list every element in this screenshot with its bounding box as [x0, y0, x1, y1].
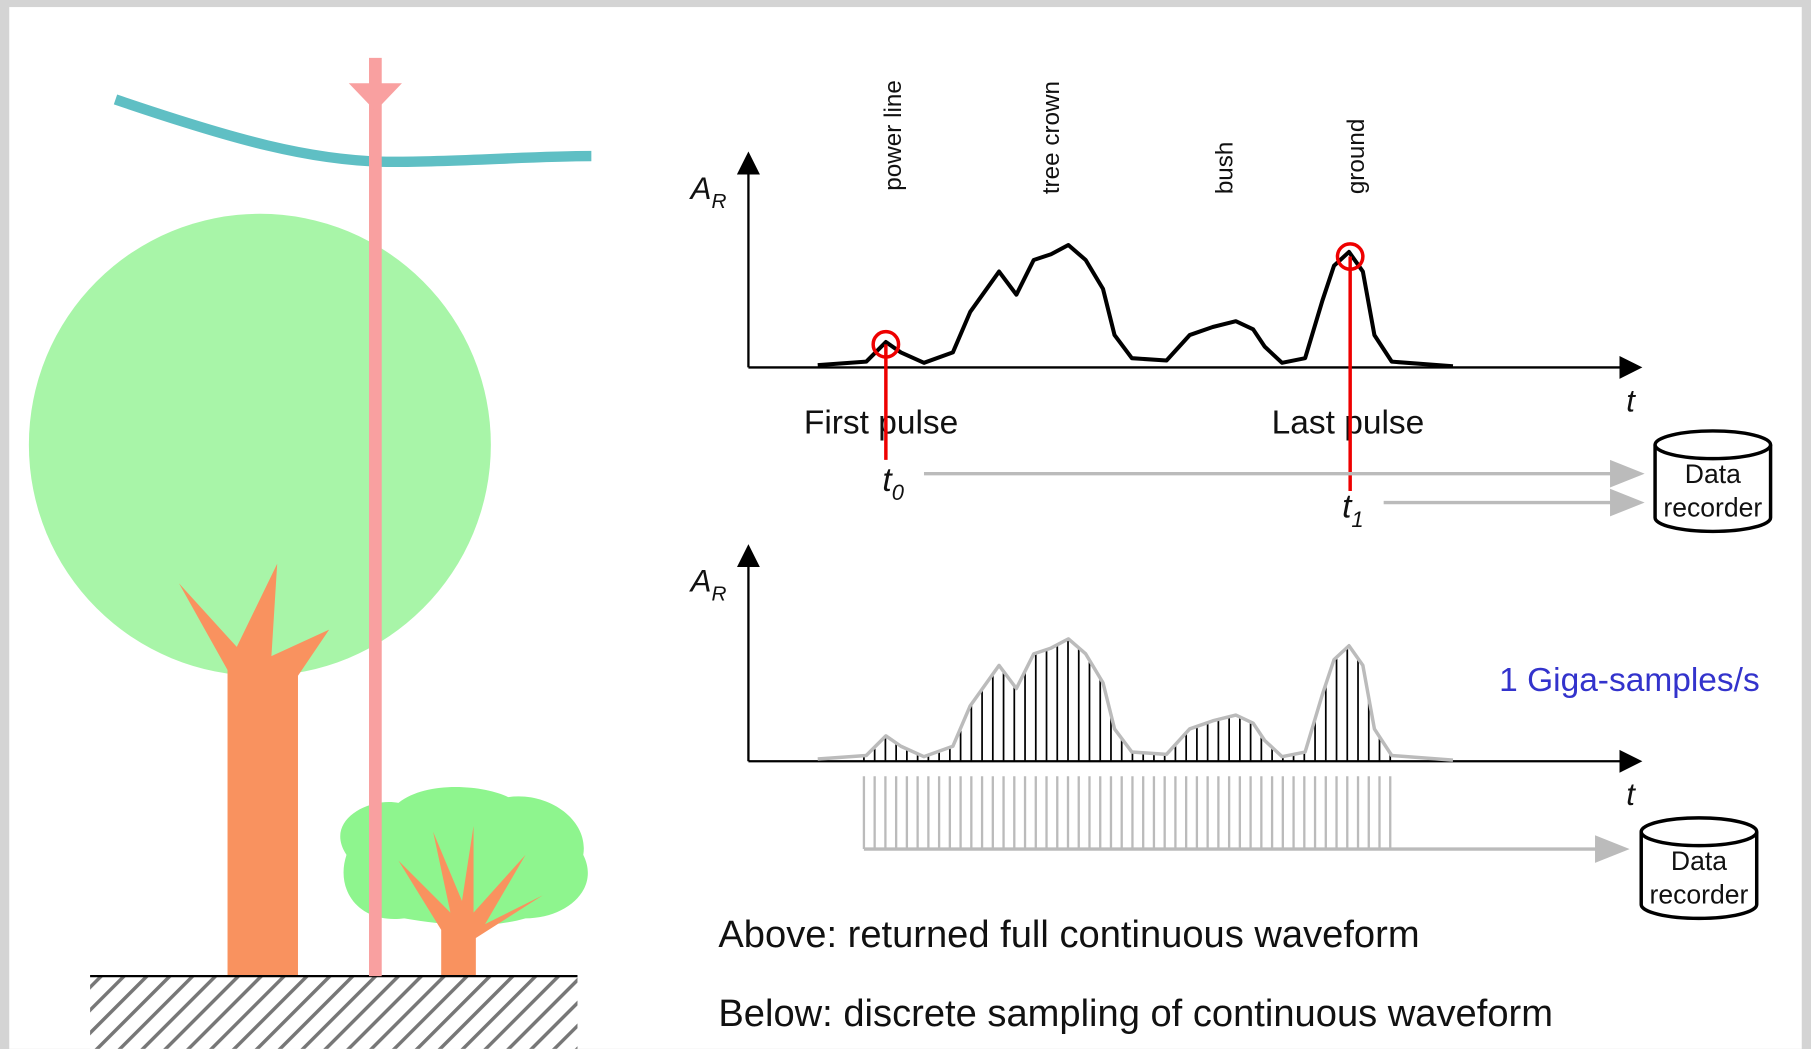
t0-label: t0 — [882, 462, 904, 505]
label-main: t — [1342, 489, 1353, 526]
caption-below: Below: discrete sampling of continuous w… — [718, 993, 1553, 1035]
label-sub: R — [711, 190, 726, 213]
recorder-line: Data — [1685, 459, 1741, 489]
caption-above: Above: returned full continuous waveform — [718, 914, 1419, 956]
y-axis-label: AR — [689, 563, 727, 605]
first-pulse-circle — [871, 329, 901, 359]
x-axis-label: t — [1626, 383, 1636, 418]
data-recorder: Data recorder — [1653, 429, 1773, 534]
label-main: A — [689, 563, 712, 598]
label-sub: 0 — [892, 480, 905, 505]
label-main: t — [882, 462, 893, 499]
recorder-line: Data — [1671, 846, 1727, 876]
recorder-line: recorder — [1663, 492, 1762, 522]
waveform — [817, 242, 1454, 369]
t1-label: t1 — [1342, 489, 1364, 532]
pulse-train — [862, 776, 1392, 850]
sample-rate: 1 Giga-samples/s — [1499, 662, 1760, 699]
label-main: A — [689, 171, 712, 206]
last-pulse: Last pulse — [1272, 404, 1425, 441]
sampled-waveform — [817, 637, 1454, 762]
label-ground: ground — [1343, 119, 1370, 195]
label-sub: 1 — [1351, 507, 1363, 532]
x-axis-label: t — [1626, 777, 1636, 812]
label-tree-crown: tree crown — [1038, 81, 1065, 194]
scene — [28, 57, 592, 1049]
first-pulse: First pulse — [804, 404, 958, 441]
y-axis-label: AR — [689, 171, 727, 213]
data-recorder: Data recorder — [1639, 816, 1759, 921]
samples — [863, 639, 1392, 762]
recorder-line: recorder — [1650, 879, 1749, 909]
label-bush: bush — [1211, 142, 1238, 195]
last-pulse-circle — [1335, 242, 1365, 271]
label-power-line: power line — [880, 80, 907, 191]
label-sub: R — [711, 583, 726, 606]
